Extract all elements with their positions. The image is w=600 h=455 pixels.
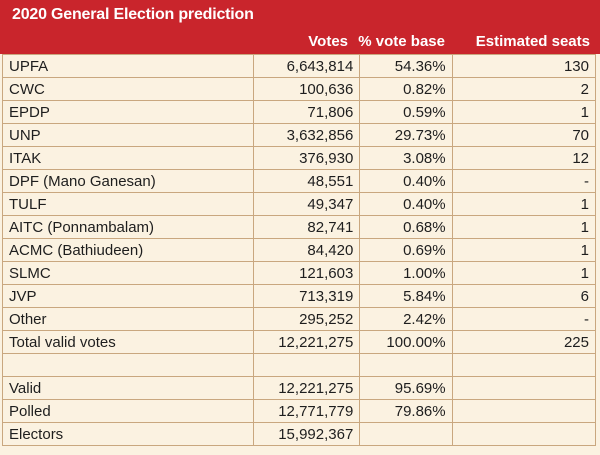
votes-cell: 3,632,856 xyxy=(252,123,361,147)
seats-cell: 1 xyxy=(451,215,597,239)
total-seats-cell: 225 xyxy=(451,330,597,354)
party-cell: AITC (Ponnambalam) xyxy=(2,215,254,239)
pct-cell: 3.08% xyxy=(359,146,453,170)
table-row: JVP 713,319 5.84% 6 xyxy=(2,284,597,308)
table-row: UPFA 6,643,814 54.36% 130 xyxy=(2,54,597,78)
summary-votes-cell: 12,771,779 xyxy=(252,399,361,423)
summary-votes-cell: 15,992,367 xyxy=(252,422,361,446)
summary-seats-cell xyxy=(451,376,597,400)
pct-cell: 0.68% xyxy=(359,215,453,239)
pct-cell: 54.36% xyxy=(359,54,453,78)
pct-cell: 5.84% xyxy=(359,284,453,308)
pct-cell: 0.59% xyxy=(359,100,453,124)
party-cell: UPFA xyxy=(2,54,254,78)
seats-cell: 130 xyxy=(451,54,597,78)
pct-cell: 0.82% xyxy=(359,77,453,101)
party-cell: Other xyxy=(2,307,254,331)
table-row: AITC (Ponnambalam) 82,741 0.68% 1 xyxy=(2,215,597,239)
empty-cell xyxy=(359,353,453,377)
pct-cell: 29.73% xyxy=(359,123,453,147)
pct-cell: 1.00% xyxy=(359,261,453,285)
empty-cell xyxy=(451,353,597,377)
spacer-row xyxy=(2,353,597,377)
seats-cell: 1 xyxy=(451,238,597,262)
seats-cell: 2 xyxy=(451,77,597,101)
table-row: CWC 100,636 0.82% 2 xyxy=(2,77,597,101)
seats-cell: - xyxy=(451,169,597,193)
pct-cell: 0.40% xyxy=(359,192,453,216)
votes-cell: 295,252 xyxy=(252,307,361,331)
total-label-cell: Total valid votes xyxy=(2,330,254,354)
summary-row: Electors 15,992,367 xyxy=(2,422,597,446)
votes-column-header: Votes xyxy=(308,33,348,50)
empty-cell xyxy=(252,353,361,377)
votes-cell: 48,551 xyxy=(252,169,361,193)
table-header-row: Votes % vote base Estimated seats xyxy=(0,30,600,54)
table-row: ITAK 376,930 3.08% 12 xyxy=(2,146,597,170)
party-cell: DPF (Mano Ganesan) xyxy=(2,169,254,193)
table-row: UNP 3,632,856 29.73% 70 xyxy=(2,123,597,147)
summary-seats-cell xyxy=(451,422,597,446)
pct-cell: 0.69% xyxy=(359,238,453,262)
votes-cell: 6,643,814 xyxy=(252,54,361,78)
seats-cell: 6 xyxy=(451,284,597,308)
seats-cell: - xyxy=(451,307,597,331)
summary-label-cell: Electors xyxy=(2,422,254,446)
seats-cell: 12 xyxy=(451,146,597,170)
party-cell: CWC xyxy=(2,77,254,101)
total-pct-cell: 100.00% xyxy=(359,330,453,354)
votes-cell: 49,347 xyxy=(252,192,361,216)
table-title: 2020 General Election prediction xyxy=(0,0,600,30)
votes-cell: 713,319 xyxy=(252,284,361,308)
votes-cell: 71,806 xyxy=(252,100,361,124)
table-row: DPF (Mano Ganesan) 48,551 0.40% - xyxy=(2,169,597,193)
votes-cell: 376,930 xyxy=(252,146,361,170)
party-cell: ITAK xyxy=(2,146,254,170)
votes-cell: 100,636 xyxy=(252,77,361,101)
results-table: UPFA 6,643,814 54.36% 130 CWC 100,636 0.… xyxy=(2,54,597,446)
votes-cell: 82,741 xyxy=(252,215,361,239)
table-row: EPDP 71,806 0.59% 1 xyxy=(2,100,597,124)
summary-pct-cell xyxy=(359,422,453,446)
party-cell: SLMC xyxy=(2,261,254,285)
party-cell: TULF xyxy=(2,192,254,216)
total-row: Total valid votes 12,221,275 100.00% 225 xyxy=(2,330,597,354)
summary-row: Polled 12,771,779 79.86% xyxy=(2,399,597,423)
summary-pct-cell: 79.86% xyxy=(359,399,453,423)
summary-row: Valid 12,221,275 95.69% xyxy=(2,376,597,400)
table-row: SLMC 121,603 1.00% 1 xyxy=(2,261,597,285)
seats-cell: 1 xyxy=(451,261,597,285)
seats-cell: 70 xyxy=(451,123,597,147)
votes-cell: 84,420 xyxy=(252,238,361,262)
party-cell: EPDP xyxy=(2,100,254,124)
seats-cell: 1 xyxy=(451,192,597,216)
summary-votes-cell: 12,221,275 xyxy=(252,376,361,400)
summary-seats-cell xyxy=(451,399,597,423)
party-cell: ACMC (Bathiudeen) xyxy=(2,238,254,262)
table-row: Other 295,252 2.42% - xyxy=(2,307,597,331)
total-votes-cell: 12,221,275 xyxy=(252,330,361,354)
summary-label-cell: Polled xyxy=(2,399,254,423)
summary-label-cell: Valid xyxy=(2,376,254,400)
empty-cell xyxy=(2,353,254,377)
seats-column-header: Estimated seats xyxy=(475,33,590,50)
summary-pct-cell: 95.69% xyxy=(359,376,453,400)
seats-cell: 1 xyxy=(451,100,597,124)
pct-cell: 2.42% xyxy=(359,307,453,331)
party-cell: JVP xyxy=(2,284,254,308)
votes-cell: 121,603 xyxy=(252,261,361,285)
vote-base-column-header: % vote base xyxy=(358,33,445,50)
party-cell: UNP xyxy=(2,123,254,147)
table-row: ACMC (Bathiudeen) 84,420 0.69% 1 xyxy=(2,238,597,262)
table-row: TULF 49,347 0.40% 1 xyxy=(2,192,597,216)
pct-cell: 0.40% xyxy=(359,169,453,193)
